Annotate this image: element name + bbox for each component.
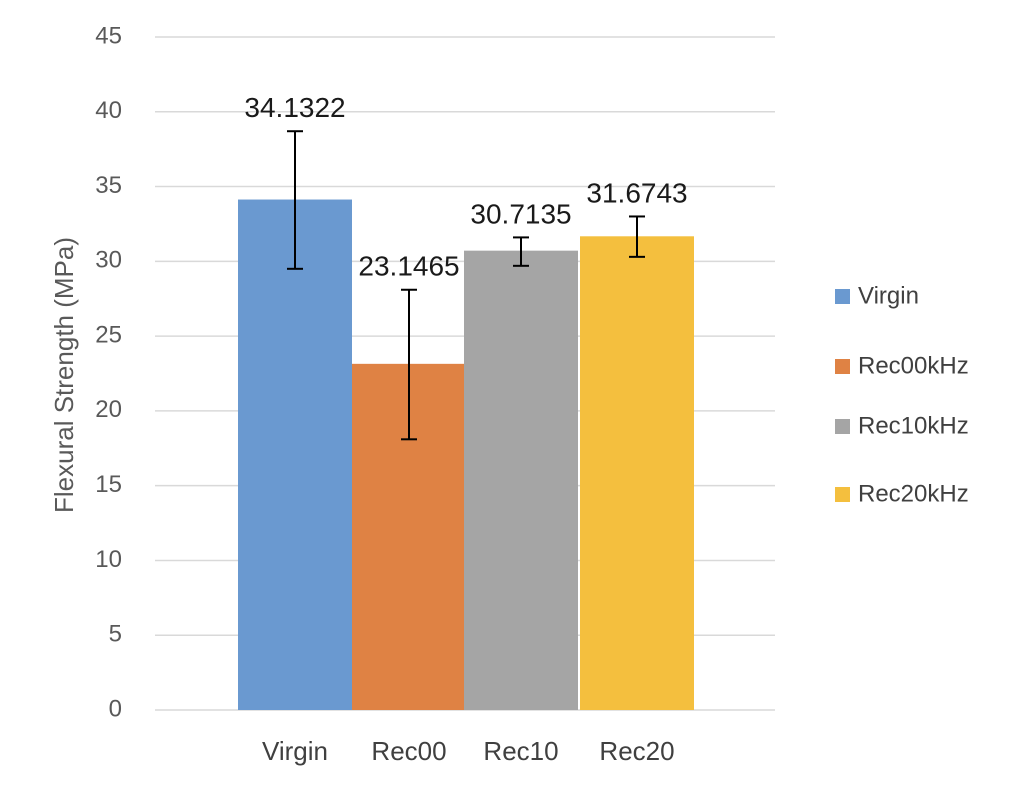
legend-label: Virgin: [858, 282, 919, 309]
y-tick-label: 30: [95, 247, 122, 274]
error-bar: [287, 130, 303, 270]
data-label: 31.6743: [586, 177, 687, 208]
y-tick-label: 10: [95, 546, 122, 573]
data-label: 34.1322: [244, 92, 345, 123]
bar-rec20: [580, 236, 694, 710]
x-category-label: Rec20: [599, 736, 674, 766]
legend-item: Rec10kHz: [835, 412, 969, 439]
legend-item: Virgin: [835, 282, 919, 309]
x-category-label: Rec10: [483, 736, 558, 766]
y-tick-label: 5: [109, 621, 122, 648]
legend: Virgin Rec00kHz Rec10kHz Rec20kHz: [835, 282, 969, 507]
legend-label: Rec10kHz: [858, 412, 969, 439]
y-tick-label: 45: [95, 22, 122, 49]
data-label: 30.7135: [470, 198, 571, 229]
x-category-label: Virgin: [262, 736, 328, 766]
y-axis-ticks: 0 5 10 15 20 25 30 35 40 45: [95, 22, 122, 722]
legend-label: Rec20kHz: [858, 480, 969, 507]
error-bar: [629, 215, 645, 258]
legend-item: Rec20kHz: [835, 480, 969, 507]
y-tick-label: 35: [95, 172, 122, 199]
error-bars: [287, 130, 645, 441]
legend-swatch: [835, 359, 850, 374]
y-tick-label: 0: [109, 695, 122, 722]
data-labels: 34.1322 23.1465 30.7135 31.6743: [244, 92, 687, 282]
legend-swatch: [835, 419, 850, 434]
bars: [238, 199, 694, 711]
legend-label: Rec00kHz: [858, 352, 969, 379]
bar-virgin: [238, 199, 352, 710]
x-category-label: Rec00: [371, 736, 446, 766]
data-label: 23.1465: [358, 251, 459, 282]
legend-item: Rec00kHz: [835, 352, 969, 379]
y-tick-label: 20: [95, 396, 122, 423]
error-bar: [401, 288, 417, 441]
x-axis-categories: Virgin Rec00 Rec10 Rec20: [262, 736, 675, 766]
y-tick-label: 25: [95, 321, 122, 348]
y-tick-label: 40: [95, 97, 122, 124]
legend-swatch: [835, 487, 850, 502]
y-tick-label: 15: [95, 471, 122, 498]
y-axis-title: Flexural Strength (MPa): [49, 237, 79, 513]
bar-rec10: [464, 250, 578, 711]
error-bar: [513, 236, 529, 267]
legend-swatch: [835, 289, 850, 304]
